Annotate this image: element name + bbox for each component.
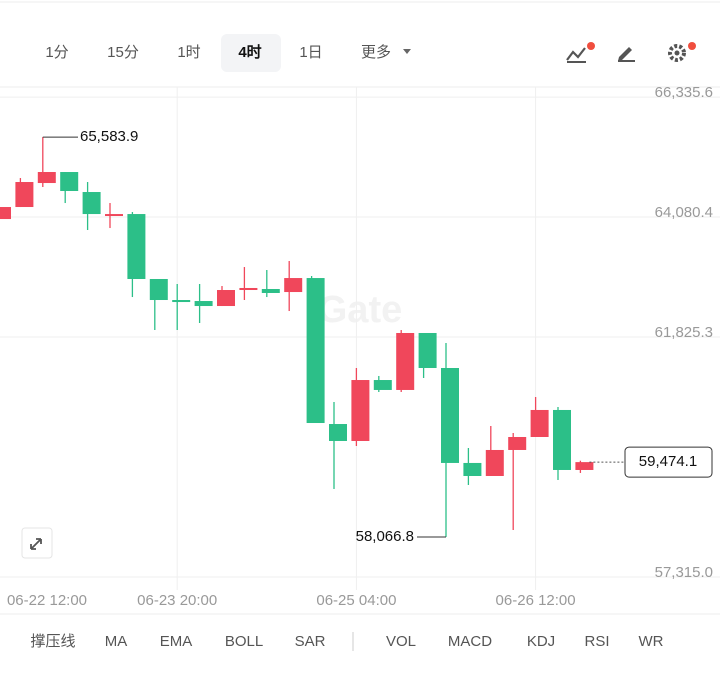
x-tick-label: 06-26 12:00	[496, 592, 576, 609]
candle-body	[149, 278, 168, 301]
candle-body	[105, 214, 123, 217]
candle-body	[0, 207, 11, 220]
candle-body	[194, 301, 213, 307]
settings-icon[interactable]	[668, 42, 696, 62]
x-tick-label: 06-23 20:00	[137, 592, 217, 609]
indicator-tab[interactable]: KDJ	[527, 633, 555, 650]
interval-tabs: 1分 15分 1时 4时 1日 更多	[45, 44, 391, 61]
indicator-tab[interactable]: MACD	[448, 633, 492, 650]
interval-tab[interactable]: 4时	[238, 44, 261, 61]
low-marker-label: 58,066.8	[356, 528, 414, 545]
interval-tab[interactable]: 1时	[177, 44, 200, 61]
candle-body	[306, 278, 325, 424]
y-tick-label: 64,080.4	[655, 204, 713, 221]
watermark: Gate	[318, 289, 402, 331]
indicator-tab[interactable]: EMA	[160, 633, 193, 650]
candle-body	[463, 462, 482, 476]
expand-button[interactable]	[21, 527, 53, 559]
candle-body	[553, 409, 571, 470]
candle-body	[485, 449, 504, 476]
last-price-box	[624, 446, 713, 478]
interval-tab[interactable]: 15分	[107, 44, 139, 61]
candle-body	[239, 287, 258, 291]
y-tick-label: 61,825.3	[655, 324, 713, 341]
candle-body	[530, 409, 549, 437]
x-tick-label: 06-22 12:00	[7, 592, 87, 609]
candle-body	[261, 288, 280, 293]
high-marker-label: 65,583.9	[80, 128, 138, 145]
candle-body	[351, 380, 370, 441]
x-tick-label: 06-25 04:00	[316, 592, 396, 609]
indicator-bar: 撑压线 MA EMA BOLL SAR VOL MACD KDJ RSI WR	[30, 633, 663, 650]
y-tick-label: 57,315.0	[655, 564, 713, 581]
plot-area: Gate 57,315.0 61,825.3 64,080.4 66,335.6 06-2…	[0, 84, 720, 609]
indicator-tab[interactable]: RSI	[584, 633, 609, 650]
indicator-tab[interactable]: WR	[639, 633, 664, 650]
candle-body	[329, 424, 347, 441]
candle-body	[396, 332, 415, 390]
candle-body	[15, 182, 34, 208]
indicator-tab[interactable]: SAR	[295, 633, 326, 650]
dropdown-arrow[interactable]	[403, 49, 411, 54]
candle-body	[172, 300, 191, 303]
selected-tab-bg	[221, 34, 281, 72]
indicator-tab[interactable]: VOL	[386, 633, 416, 650]
indicator-tab[interactable]: BOLL	[225, 633, 263, 650]
interval-tab[interactable]: 1分	[45, 44, 68, 61]
draw-icon[interactable]	[618, 47, 635, 62]
candle-body	[508, 436, 527, 450]
indicator-tab[interactable]: MA	[105, 633, 128, 650]
indicator-icon[interactable]	[566, 42, 595, 63]
candle-body	[418, 332, 437, 368]
candle-body	[217, 290, 235, 307]
candle-body	[441, 367, 459, 463]
candle-body	[575, 462, 594, 470]
candle-body	[373, 380, 392, 390]
last-price-label: 59,474.1	[639, 453, 697, 470]
candle-body	[82, 192, 101, 215]
candle-body	[37, 172, 56, 184]
y-tick-label: 66,335.6	[655, 84, 713, 101]
interval-tab[interactable]: 更多	[361, 44, 391, 61]
indicator-tab[interactable]: 撑压线	[30, 633, 75, 650]
candle-body	[284, 278, 303, 293]
interval-tab[interactable]: 1日	[299, 44, 322, 61]
candle-body	[127, 214, 146, 279]
candle-body	[60, 172, 79, 192]
